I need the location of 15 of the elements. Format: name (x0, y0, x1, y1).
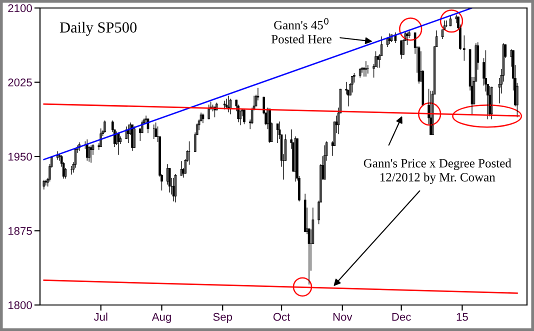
y-tick-label: 1800 (8, 301, 32, 310)
x-tick-label: Aug (152, 313, 171, 323)
x-tick-label: 15 (456, 313, 468, 321)
y-tick-label: 2025 (8, 78, 32, 86)
x-tick-label: Nov (333, 313, 352, 321)
annotation: Gann's Price x Degree Posted 12/2012 by Mr. Cowan (364, 158, 512, 184)
x-tick-label: Oct (273, 312, 290, 321)
text: Daily SP500 (60, 22, 137, 36)
annotation: Gann's 45$^{0}$ Posted Here (272, 18, 332, 44)
x-tick-label: Jul (94, 312, 108, 321)
x-tick-label: Sep (213, 312, 232, 323)
y-tick-label: 1950 (8, 152, 32, 161)
y-tick-label: 1875 (8, 227, 32, 235)
y-tick-label: 2100 (8, 4, 32, 12)
x-tick-label: Dec (392, 313, 411, 321)
